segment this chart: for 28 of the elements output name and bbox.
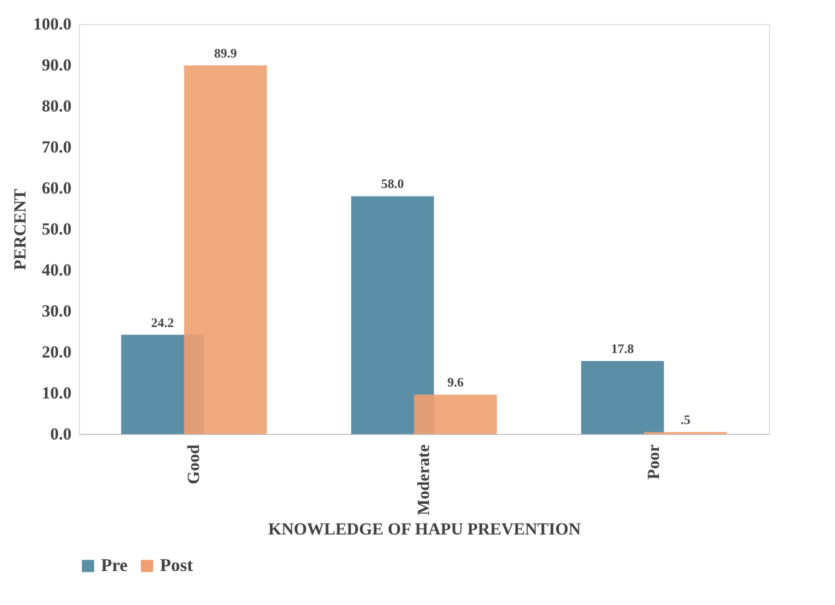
x-tick-label: Good [184, 444, 203, 484]
y-axis-title: PERCENT [10, 188, 30, 270]
y-tick-label: 100.0 [33, 14, 72, 34]
x-tick-label: Poor [644, 444, 663, 480]
y-tick-label: 50.0 [42, 220, 72, 238]
y-tick-label: 10.0 [42, 384, 72, 402]
data-label: 58.0 [381, 176, 404, 192]
y-tick-label: 70.0 [42, 138, 72, 156]
y-tick-label: 0.0 [50, 424, 72, 444]
data-label: 24.2 [151, 314, 174, 330]
bar [414, 394, 497, 434]
data-label: 9.6 [447, 374, 464, 390]
y-tick-label: 90.0 [42, 56, 72, 74]
y-tick-label: 20.0 [42, 342, 72, 362]
legend-label: Post [160, 555, 193, 575]
data-label: 17.8 [611, 341, 634, 356]
bar [351, 196, 434, 434]
legend-label: Pre [101, 555, 128, 575]
x-axis-title: KNOWLEDGE OF HAPU PREVENTION [268, 519, 582, 538]
data-label: .5 [680, 412, 691, 427]
y-tick-label: 60.0 [42, 178, 72, 198]
data-label: 89.9 [214, 45, 238, 60]
bar [581, 361, 664, 434]
y-tick-label: 40.0 [42, 260, 72, 280]
x-tick-label: Moderate [414, 444, 433, 516]
y-tick-label: 30.0 [42, 302, 72, 320]
y-tick-label: 80.0 [42, 96, 72, 116]
bar [184, 65, 267, 434]
